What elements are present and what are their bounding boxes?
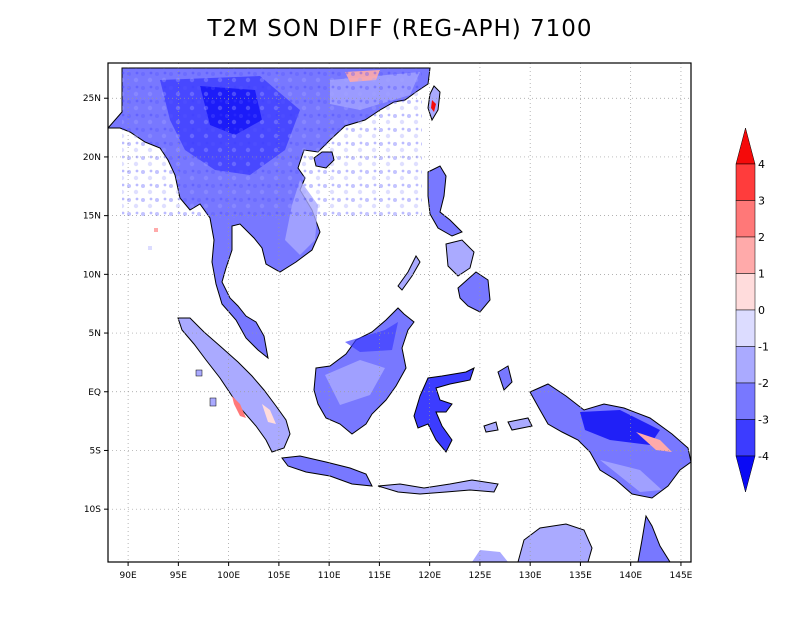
y-tick-label: 25N	[83, 94, 101, 104]
visayas	[445, 239, 475, 277]
x-tick-label: 130E	[519, 571, 542, 581]
x-tick-label: 105E	[267, 571, 290, 581]
y-tick-label: 10N	[83, 270, 101, 280]
colorbar-segment	[735, 200, 756, 238]
java	[281, 455, 373, 487]
x-tick-label: 145E	[670, 571, 693, 581]
colorbar-label: 4	[758, 158, 765, 171]
anomaly-field	[108, 67, 691, 562]
x-tick-label: 90E	[120, 571, 137, 581]
palawan	[397, 255, 421, 291]
colorbar-label: -4	[758, 450, 769, 463]
x-tick-label: 120E	[418, 571, 441, 581]
y-tick-label: EQ	[88, 388, 101, 398]
colorbar-label: -3	[758, 414, 769, 427]
x-tick-label: 135E	[569, 571, 592, 581]
y-tick-label: 10S	[84, 505, 101, 515]
colorbar-segment	[735, 236, 756, 274]
x-tick-label: 140E	[619, 571, 642, 581]
colorbar-label: 2	[758, 231, 765, 244]
colorbar-label: 0	[758, 304, 765, 317]
colorbar: 4 3 2 1 0 -1 -2 -3 -4	[735, 127, 769, 493]
colorbar-segment	[735, 273, 756, 311]
colorbar-segment	[735, 346, 756, 384]
colorbar-label: -1	[758, 341, 769, 354]
colorbar-segment	[735, 419, 756, 457]
mindanao	[457, 271, 491, 313]
colorbar-label: -2	[758, 377, 769, 390]
x-tick-label: 100E	[217, 571, 240, 581]
cape-york	[637, 514, 671, 562]
luzon	[427, 165, 463, 237]
x-tick-label: 95E	[170, 571, 187, 581]
colorbar-segment	[735, 309, 756, 347]
colorbar-label: 1	[758, 268, 765, 281]
map-title: T2M SON DIFF (REG-APH) 7100	[207, 16, 593, 42]
y-tick-label: 5N	[89, 329, 101, 339]
sulawesi	[413, 367, 475, 453]
northern-australia	[517, 523, 593, 562]
x-tick-label: 115E	[368, 571, 391, 581]
new-guinea	[529, 383, 691, 499]
colorbar-max-arrow	[735, 127, 756, 165]
map-frame	[107, 62, 692, 563]
y-tick-label: 15N	[83, 212, 101, 222]
y-tick-label: 20N	[83, 153, 101, 163]
y-tick-label: 5S	[90, 446, 102, 456]
x-tick-label: 125E	[468, 571, 491, 581]
colorbar-segment	[735, 163, 756, 201]
colorbar-min-arrow	[735, 455, 756, 493]
sumatra	[177, 317, 291, 453]
bali-nusa	[377, 479, 499, 495]
colorbar-segment	[735, 382, 756, 420]
x-tick-label: 110E	[318, 571, 341, 581]
colorbar-label: 3	[758, 195, 765, 208]
